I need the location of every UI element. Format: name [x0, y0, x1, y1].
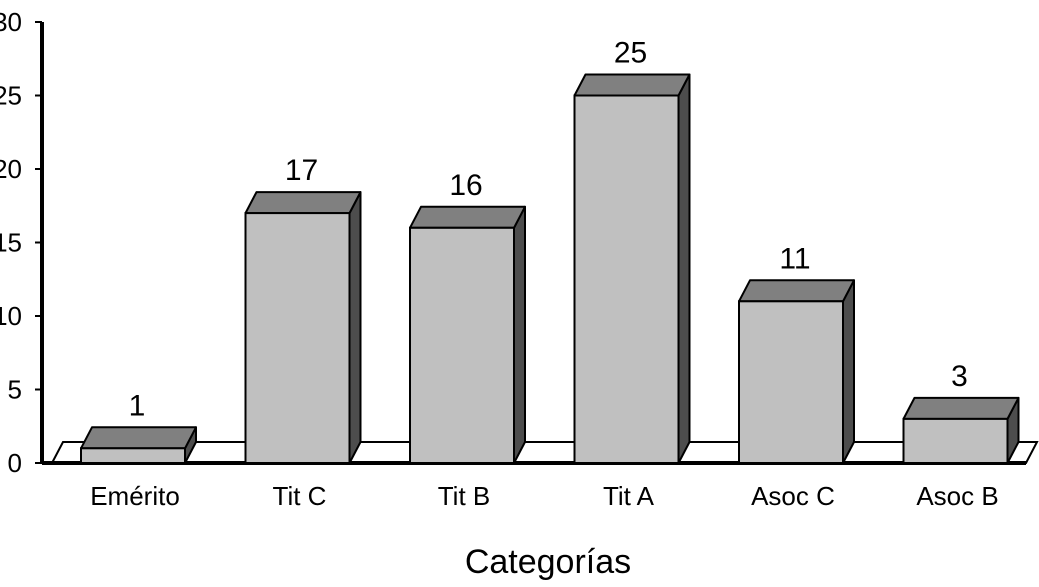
x-tick-label: Emérito [90, 481, 180, 511]
bar-value-label: 16 [449, 169, 482, 202]
bar [573, 73, 691, 464]
x-tick-label: Tit B [438, 481, 490, 511]
bar-top-face [902, 396, 1020, 420]
bar-front-face [409, 226, 515, 464]
y-axis-layer: 0 5 10 15 20 25 30 [0, 7, 44, 478]
bar-side-face [677, 73, 691, 464]
bar [902, 396, 1020, 464]
bar [409, 205, 526, 464]
y-tick-label: 15 [0, 228, 22, 258]
y-tick-label: 25 [0, 81, 22, 111]
bar-top-face [244, 191, 362, 215]
bar [738, 279, 855, 464]
chart-floor [50, 441, 1039, 464]
bar-front-face [573, 94, 680, 464]
x-tick-label: Tit A [603, 481, 655, 511]
bars-layer [80, 73, 1020, 464]
labels-layer: 1 Emérito 17 Tit C 16 Tit B 25 Tit A 11 Asoc C 3 As… [90, 37, 998, 512]
bar-front-face [244, 212, 351, 464]
bar-front-face [80, 447, 186, 464]
bar-top-face [738, 279, 855, 303]
bar-side-face [348, 191, 362, 464]
bar-value-label: 17 [285, 154, 318, 187]
y-tick-label: 0 [8, 448, 22, 478]
bar-front-face [902, 417, 1009, 464]
bar-top-face [573, 73, 691, 97]
y-tick-label: 30 [0, 7, 22, 37]
x-tick-label: Asoc B [916, 481, 998, 511]
bar-value-label: 1 [129, 389, 146, 422]
bar-value-label: 3 [951, 360, 968, 393]
bar-top-face [80, 426, 197, 450]
bar-value-label: 11 [779, 242, 810, 275]
bar-top-face [409, 205, 526, 229]
y-tick-label: 10 [0, 301, 22, 331]
bar-side-face [842, 279, 855, 464]
y-tick-label: 5 [8, 375, 22, 405]
bar-value-label: 25 [614, 37, 647, 70]
x-tick-label: Asoc C [751, 481, 835, 511]
y-tick-label: 20 [0, 154, 22, 184]
x-axis-title: Categorías [465, 543, 631, 581]
bar-side-face [513, 205, 526, 464]
bar [244, 191, 362, 464]
x-tick-label: Tit C [273, 481, 327, 511]
bar [80, 426, 197, 464]
bar-front-face [738, 300, 844, 464]
